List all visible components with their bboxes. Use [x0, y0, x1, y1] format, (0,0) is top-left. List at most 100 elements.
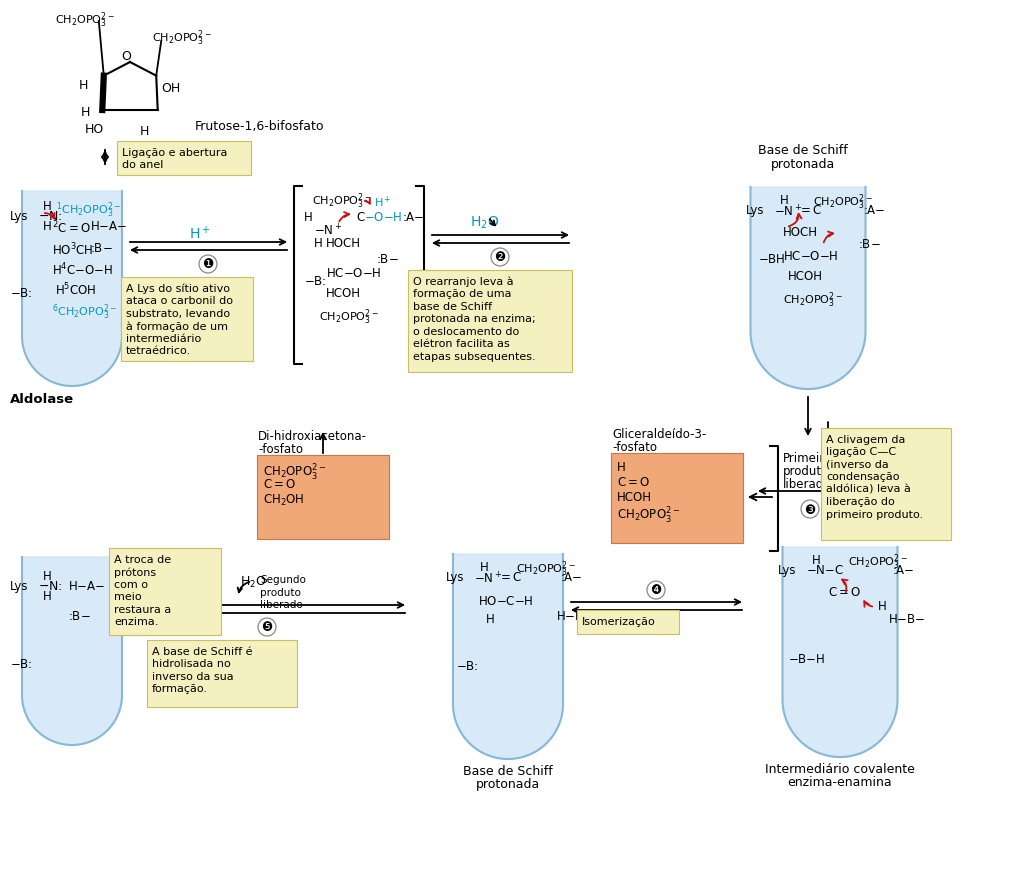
Text: CH$_2$OPO$_3^{2-}$: CH$_2$OPO$_3^{2-}$	[152, 28, 212, 48]
Text: C$=$O: C$=$O	[263, 477, 296, 490]
Text: Di-hidroxiacetona-: Di-hidroxiacetona-	[258, 429, 367, 442]
Text: elétron facilita as: elétron facilita as	[413, 339, 510, 349]
Text: $=$C: $=$C	[498, 570, 522, 583]
Text: ataca o carbonil do: ataca o carbonil do	[126, 296, 233, 306]
Text: :A$-$: :A$-$	[560, 570, 583, 583]
Text: aldólica) leva à: aldólica) leva à	[826, 484, 911, 494]
FancyBboxPatch shape	[611, 454, 743, 543]
Text: liberação do: liberação do	[826, 497, 895, 507]
Text: :B$-$: :B$-$	[90, 242, 113, 255]
Text: $-$N$^+$: $-$N$^+$	[474, 570, 503, 586]
Text: Aldolase: Aldolase	[10, 393, 74, 406]
Text: H$-$B$-$: H$-$B$-$	[556, 609, 593, 622]
Text: H$_2$O: H$_2$O	[470, 215, 500, 231]
Text: Intermediário covalente: Intermediário covalente	[765, 762, 914, 775]
Text: base de Schiff: base de Schiff	[413, 302, 492, 312]
Text: H: H	[480, 561, 488, 574]
Text: :B$-$: :B$-$	[376, 253, 398, 266]
FancyBboxPatch shape	[577, 610, 679, 634]
Text: CH$_2$OPO$_3^{2-}$: CH$_2$OPO$_3^{2-}$	[617, 506, 680, 526]
Text: liberado: liberado	[260, 600, 303, 609]
Text: H$^5$COH: H$^5$COH	[55, 282, 96, 298]
Text: $-$B:: $-$B:	[10, 657, 33, 670]
Text: prótons: prótons	[114, 567, 156, 577]
Text: protonada: protonada	[771, 158, 836, 171]
Text: CH$_2$OPO$_3^{2-}$: CH$_2$OPO$_3^{2-}$	[263, 462, 327, 482]
Text: tetraédrico.: tetraédrico.	[126, 346, 191, 356]
Text: :A$-$: :A$-$	[892, 563, 914, 576]
Text: do anel: do anel	[122, 160, 164, 170]
Text: etapas subsequentes.: etapas subsequentes.	[413, 352, 536, 362]
Text: HC$-$O$-$H: HC$-$O$-$H	[783, 249, 839, 262]
Text: C: C	[356, 211, 365, 223]
Text: O rearranjo leva à: O rearranjo leva à	[413, 276, 514, 287]
Text: Lys: Lys	[446, 570, 465, 583]
FancyBboxPatch shape	[257, 455, 389, 540]
Polygon shape	[22, 192, 122, 387]
Text: H: H	[43, 589, 52, 602]
Text: H: H	[314, 236, 323, 249]
Text: $^6$CH$_2$OPO$_3^{2-}$: $^6$CH$_2$OPO$_3^{2-}$	[52, 302, 118, 322]
Polygon shape	[102, 63, 158, 111]
Text: CH$_2$OPO$_3^{2-}$: CH$_2$OPO$_3^{2-}$	[319, 307, 379, 326]
Text: condensação: condensação	[826, 472, 899, 482]
Text: $-$B:: $-$B:	[304, 275, 327, 288]
Text: CH$_2$OPO$_3^{2-}$: CH$_2$OPO$_3^{2-}$	[848, 551, 908, 571]
Text: Gliceraldeído-3-: Gliceraldeído-3-	[612, 428, 707, 441]
Text: CH$_2$OPO$_3^{2-}$: CH$_2$OPO$_3^{2-}$	[813, 192, 872, 211]
Text: Isomerização: Isomerização	[582, 616, 655, 627]
Polygon shape	[782, 547, 897, 757]
Text: A Lys do sítio ativo: A Lys do sítio ativo	[126, 283, 230, 295]
Text: $-$N$-$C: $-$N$-$C	[806, 563, 844, 576]
Text: $-$B:: $-$B:	[10, 287, 33, 300]
FancyBboxPatch shape	[117, 142, 251, 176]
Text: liberado: liberado	[783, 477, 831, 490]
Polygon shape	[453, 554, 563, 760]
Text: ❶: ❶	[203, 258, 214, 271]
Text: HO$^3$CH: HO$^3$CH	[52, 242, 93, 258]
Text: OH: OH	[161, 82, 180, 95]
Text: CH$_2$OPO$_3^{2-}$: CH$_2$OPO$_3^{2-}$	[783, 289, 843, 309]
Circle shape	[801, 501, 819, 519]
Text: Lys: Lys	[778, 563, 797, 576]
Text: HO: HO	[105, 78, 125, 91]
Text: HOCH: HOCH	[783, 226, 818, 239]
Text: :B$-$: :B$-$	[858, 238, 881, 251]
Text: CH$_2$OH: CH$_2$OH	[263, 493, 304, 507]
Text: A clivagem da: A clivagem da	[826, 434, 905, 444]
Text: protonada: protonada	[476, 777, 540, 790]
Text: $-$N:: $-$N:	[38, 580, 62, 593]
Text: meio: meio	[114, 592, 141, 602]
Text: H: H	[43, 569, 52, 582]
Text: Frutose-1,6-bifosfato: Frutose-1,6-bifosfato	[195, 120, 325, 133]
Text: $-$B:: $-$B:	[456, 660, 478, 673]
Text: CH$_2$OPO$_3^{2-}$: CH$_2$OPO$_3^{2-}$	[516, 559, 575, 578]
Text: Segundo: Segundo	[260, 574, 306, 584]
Text: A troca de: A troca de	[114, 554, 171, 564]
Text: formação.: formação.	[152, 684, 208, 693]
Text: H: H	[80, 106, 90, 119]
Text: ❸: ❸	[805, 503, 816, 516]
Text: $-$N$^+$: $-$N$^+$	[774, 203, 803, 219]
Text: hidrolisada no: hidrolisada no	[152, 659, 230, 669]
Text: C$=$O: C$=$O	[828, 586, 861, 599]
Text: H: H	[486, 613, 495, 626]
FancyBboxPatch shape	[147, 640, 297, 707]
Text: -fosfato: -fosfato	[612, 441, 657, 454]
Text: enzima.: enzima.	[114, 617, 159, 627]
Text: $-$BH: $-$BH	[758, 253, 785, 266]
Text: $-$N:: $-$N:	[38, 209, 62, 222]
Text: -fosfato: -fosfato	[258, 442, 303, 455]
Text: H: H	[43, 220, 52, 233]
Text: $-$N$^+$: $-$N$^+$	[314, 222, 342, 238]
Text: ❷: ❷	[495, 251, 506, 264]
Text: (inverso da: (inverso da	[826, 460, 889, 469]
Text: A base de Schiff é: A base de Schiff é	[152, 647, 253, 656]
Text: ❺: ❺	[261, 620, 272, 634]
Text: Ligação e abertura: Ligação e abertura	[122, 148, 227, 158]
Circle shape	[647, 581, 665, 600]
Text: HCOH: HCOH	[788, 269, 823, 282]
Text: restaura a: restaura a	[114, 604, 171, 614]
Text: H$^4$C$-$O$-$H: H$^4$C$-$O$-$H	[52, 262, 114, 278]
FancyBboxPatch shape	[109, 548, 221, 635]
